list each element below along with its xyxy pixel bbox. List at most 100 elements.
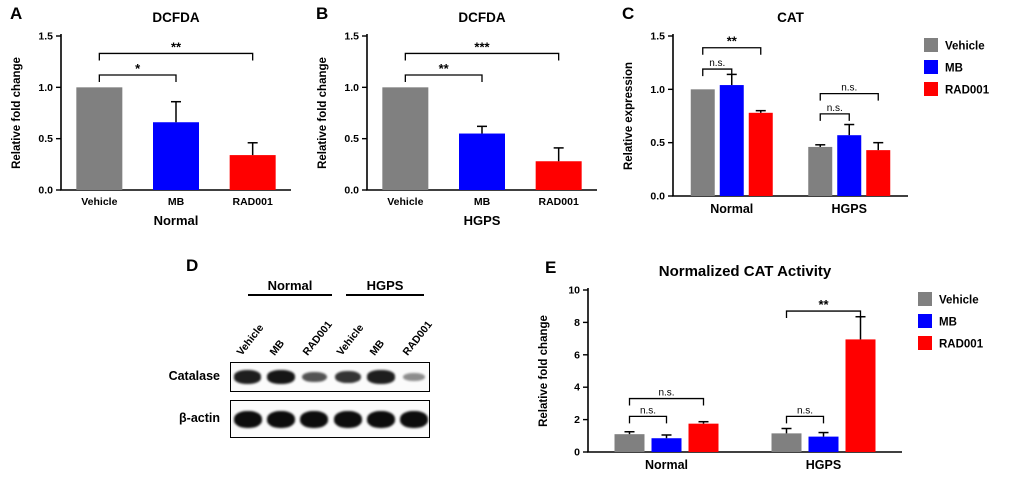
panel-b-letter: B [316,4,329,23]
blot-lane-label: MB [367,337,388,358]
x-category-label: RAD001 [539,196,579,208]
chart-title: DCFDA [458,10,505,25]
y-tick-label: 1.0 [38,82,53,94]
x-category-label: Vehicle [81,196,117,208]
blot-group-header-normal: Normal [248,278,332,296]
blot-lane-label: Vehicle [234,322,266,358]
panel-e-letter: E [545,258,557,277]
y-tick-label: 1.5 [650,31,665,43]
y-tick-label: 10 [568,285,580,297]
significance-label: ** [171,39,182,54]
y-tick-label: 1.0 [650,84,665,96]
panel-e: E 0 2 4 6 8 10 Normalized CAT Activity Relative… [533,256,1020,500]
y-tick-label: 0.0 [344,185,359,197]
bar [845,339,876,452]
panel-c-letter: C [622,4,635,23]
bar [866,150,891,196]
y-axis-label: Relative fold change [317,57,329,169]
x-axis-label: Normal [154,213,199,228]
legend-swatch [918,314,932,328]
blot-band [267,370,295,384]
blot-band [400,410,429,428]
blot-band [333,410,362,428]
bar [153,122,199,190]
significance-label: n.s. [640,405,656,416]
bar [651,438,682,452]
bar [382,87,429,190]
panel-d: D Normal HGPS Vehicle MB RAD001 Vehicle MB RA… [150,256,500,500]
y-tick-label: 0.5 [38,133,53,145]
group-label: HGPS [806,458,841,472]
blot-band [233,410,262,428]
blot-band [367,370,395,384]
bar [719,85,744,196]
significance-label: ** [818,297,829,312]
blot-band [403,372,426,382]
blot-lane-label: MB [267,337,288,358]
blot-row-label-catalase: Catalase [168,369,220,383]
chart-cat-expression: 0.0 0.5 1.0 1.5 CAT Relative expression Normal… [623,10,990,216]
y-tick-label: 4 [574,382,580,394]
x-category-label: MB [474,196,491,208]
bar [76,87,123,190]
x-category-label: MB [168,196,185,208]
bar [229,155,276,190]
panel-a-letter: A [10,4,23,23]
legend-label: Vehicle [939,295,979,307]
chart-dcfda-hgps: 0.0 0.5 1.0 1.5 DCFDA Relative fold change Veh… [317,10,597,228]
blot-group-header-hgps: HGPS [346,278,424,296]
y-tick-label: 1.0 [344,82,359,94]
blot-band [267,410,295,428]
legend-swatch [918,336,932,350]
bar [535,161,582,190]
group-label: HGPS [832,202,867,216]
y-axis-label: Relative expression [623,62,635,170]
significance-label: n.s. [658,388,674,399]
blot-lane-label: Vehicle [334,322,366,358]
panel-c: C 0.0 0.5 1.0 1.5 CAT Relative expression Norm… [618,2,1020,242]
significance-label: * [135,61,141,76]
blot-band [301,371,327,383]
legend-label: RAD001 [945,85,990,97]
blot-band [367,410,395,428]
y-tick-label: 8 [574,317,580,329]
legend-label: RAD001 [939,339,984,351]
group-label: Normal [710,202,753,216]
panel-b: B 0.0 0.5 1.0 1.5 DCFDA Relative fold change V… [312,2,612,242]
blot-lane-labels: Vehicle MB RAD001 Vehicle MB RAD001 [150,296,500,358]
bar [614,434,645,452]
y-tick-label: 1.5 [38,31,53,43]
panel-a: A 0.0 0.5 1.0 1.5 DCFDA Relative fold change V… [6,2,306,242]
y-axis-label: Relative fold change [11,57,23,169]
y-tick-label: 0.5 [344,133,359,145]
y-tick-label: 1.5 [344,31,359,43]
y-axis-label: Relative fold change [538,315,550,427]
significance-label: ** [439,61,450,76]
blot-lane-label: RAD001 [400,318,436,358]
blot-row-label-actin: β-actin [179,411,220,425]
legend-swatch [924,60,938,74]
blot-image-actin [230,400,430,438]
significance-label: ** [727,34,738,49]
significance-label: n.s. [841,83,857,94]
significance-label: *** [474,39,490,54]
bar [808,146,833,196]
significance-label: n.s. [709,58,725,69]
legend-label: MB [945,63,963,75]
blot-band [334,370,361,384]
blot-band [300,410,329,428]
blot-lane-label: RAD001 [300,318,336,358]
bar [459,133,505,190]
legend-swatch [924,38,938,52]
bar [771,433,802,452]
y-tick-label: 0.0 [650,191,665,203]
blot-image-catalase [230,362,430,392]
group-label: Normal [645,458,688,472]
bar [837,135,862,196]
y-tick-label: 0.0 [38,185,53,197]
legend-swatch [924,82,938,96]
bar [688,423,719,452]
panel-d-letter: D [186,256,199,275]
legend-label: Vehicle [945,41,985,53]
blot-band [234,370,262,384]
